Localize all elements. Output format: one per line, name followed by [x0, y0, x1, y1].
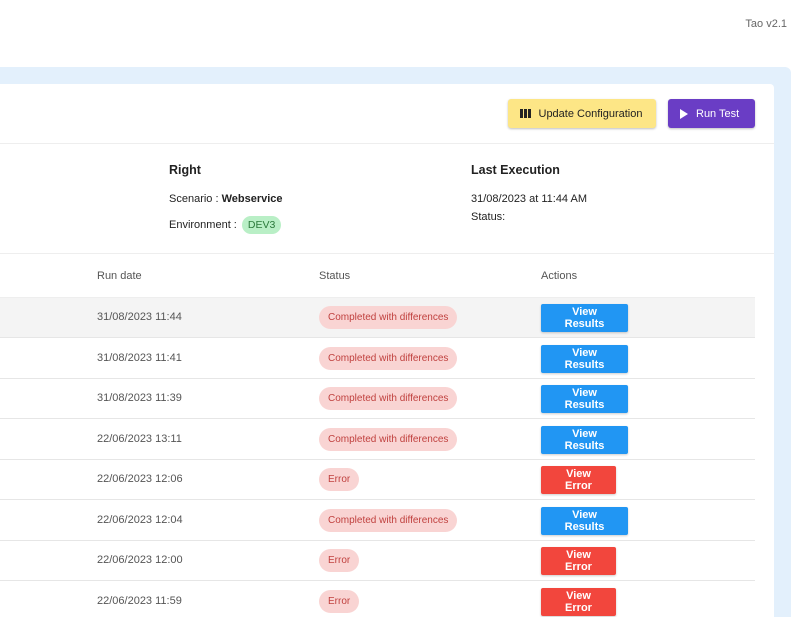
- table-row[interactable]: 31/08/2023 11:44 Completed with differenc…: [0, 298, 755, 338]
- play-icon: [680, 108, 688, 119]
- status-badge: Error: [319, 549, 360, 572]
- run-test-button[interactable]: Run Test: [668, 99, 755, 128]
- run-date-cell: 22/06/2023 12:04: [97, 513, 183, 526]
- columns-icon: [520, 109, 531, 118]
- last-execution-title: Last Execution: [471, 163, 560, 177]
- last-execution-status-label: Status:: [471, 211, 506, 223]
- status-badge: Completed with differences: [319, 346, 458, 370]
- view-error-button[interactable]: View Error: [541, 466, 616, 494]
- status-badge: Completed with differences: [319, 306, 458, 329]
- table-row[interactable]: 31/08/2023 11:41 Completed with differenc…: [0, 339, 755, 379]
- run-date-cell: 31/08/2023 11:39: [97, 392, 182, 404]
- update-configuration-label: Update Configuration: [538, 107, 643, 120]
- details-title: Right: [169, 163, 201, 177]
- scenario-line: Scenario : Webservice: [169, 193, 283, 205]
- update-configuration-button[interactable]: Update Configuration: [508, 99, 656, 128]
- table-row[interactable]: 31/08/2023 11:39 Completed with differenc…: [0, 379, 755, 419]
- run-date-cell: 22/06/2023 11:59: [97, 594, 182, 607]
- table-row[interactable]: 22/06/2023 11:59 Error View Error: [0, 582, 755, 617]
- view-results-button[interactable]: View Results: [541, 425, 628, 454]
- view-error-button[interactable]: View Error: [541, 547, 616, 575]
- status-badge: Completed with differences: [319, 427, 458, 451]
- last-execution-datetime: 31/08/2023 at 11:44 AM: [471, 193, 587, 205]
- environment-label: Environment :: [169, 219, 240, 231]
- run-date-cell: 22/06/2023 12:06: [97, 473, 183, 485]
- scenario-label: Scenario :: [169, 193, 222, 205]
- test-details: Right Scenario : Webservice Environment …: [169, 163, 283, 234]
- view-results-button[interactable]: View Results: [541, 344, 628, 373]
- table-row[interactable]: 22/06/2023 12:00 Error View Error: [0, 541, 755, 581]
- run-date-cell: 22/06/2023 12:00: [97, 554, 183, 566]
- view-results-button[interactable]: View Results: [541, 385, 628, 413]
- column-header-run-date[interactable]: Run date: [97, 270, 142, 282]
- table-row[interactable]: 22/06/2023 13:11 Completed with differenc…: [0, 420, 755, 460]
- header-divider: [0, 143, 774, 144]
- toolbar: Update Configuration Run Test: [508, 99, 755, 128]
- view-results-button[interactable]: View Results: [541, 304, 628, 332]
- status-badge: Completed with differences: [319, 508, 458, 532]
- view-error-button[interactable]: View Error: [541, 587, 616, 616]
- column-header-status[interactable]: Status: [319, 270, 351, 282]
- view-results-button[interactable]: View Results: [541, 506, 628, 535]
- run-date-cell: 31/08/2023 11:44: [97, 311, 182, 323]
- app-version: Tao v2.1: [745, 18, 787, 30]
- status-badge: Error: [319, 589, 360, 613]
- environment-badge: DEV3: [241, 216, 282, 234]
- column-header-actions: Actions: [541, 270, 578, 282]
- details-divider: [0, 253, 774, 254]
- run-date-cell: 31/08/2023 11:41: [97, 351, 182, 364]
- run-date-cell: 22/06/2023 13:11: [97, 432, 182, 445]
- scenario-value: Webservice: [221, 193, 283, 205]
- table-header-divider: [0, 297, 755, 298]
- status-badge: Error: [319, 468, 360, 491]
- run-test-label: Run Test: [696, 107, 740, 120]
- table-row[interactable]: 22/06/2023 12:04 Completed with differenc…: [0, 501, 755, 541]
- last-execution: Last Execution 31/08/2023 at 11:44 AM St…: [471, 163, 587, 223]
- table-row[interactable]: 22/06/2023 12:06 Error View Error: [0, 460, 755, 500]
- status-badge: Completed with differences: [319, 387, 458, 410]
- environment-line: Environment : DEV3: [169, 216, 283, 234]
